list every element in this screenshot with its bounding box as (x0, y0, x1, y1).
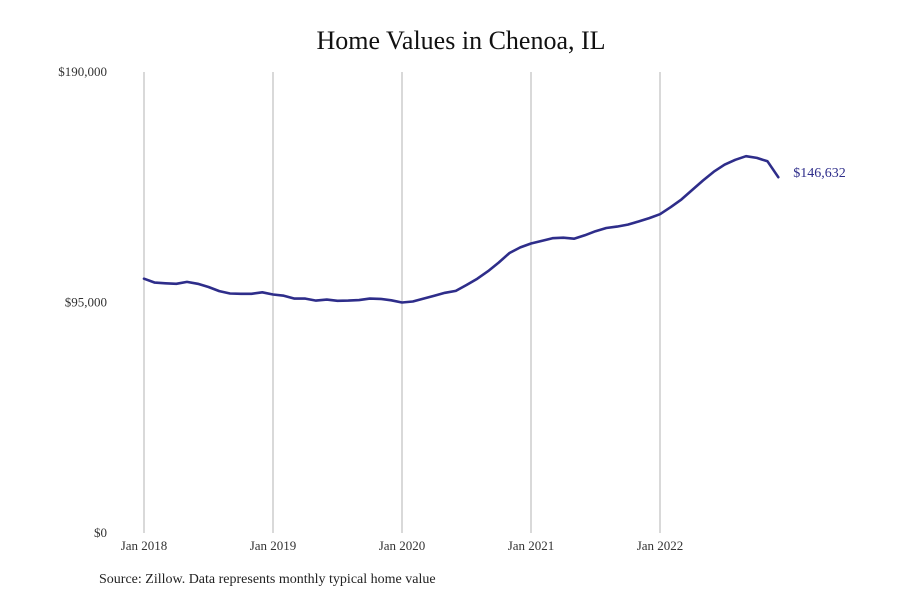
source-note: Source: Zillow. Data represents monthly … (99, 572, 436, 587)
x-tick-label: Jan 2022 (637, 538, 684, 553)
y-tick-label: $95,000 (65, 295, 107, 310)
y-tick-label: $0 (94, 525, 107, 540)
x-tick-label: Jan 2020 (379, 538, 426, 553)
home-value-line (142, 154, 780, 304)
x-axis-tick-labels: Jan 2018 Jan 2019 Jan 2020 Jan 2021 Jan 2022 (121, 538, 684, 553)
x-tick-label: Jan 2018 (121, 538, 168, 553)
y-axis-tick-labels: $0 $95,000 $190,000 (58, 64, 107, 540)
latest-value-label: $146,632 (793, 166, 846, 181)
chart-title: Home Values in Chenoa, IL (316, 26, 606, 55)
x-tick-label: Jan 2019 (250, 538, 297, 553)
y-tick-label: $190,000 (58, 64, 107, 79)
x-tick-label: Jan 2021 (508, 538, 555, 553)
